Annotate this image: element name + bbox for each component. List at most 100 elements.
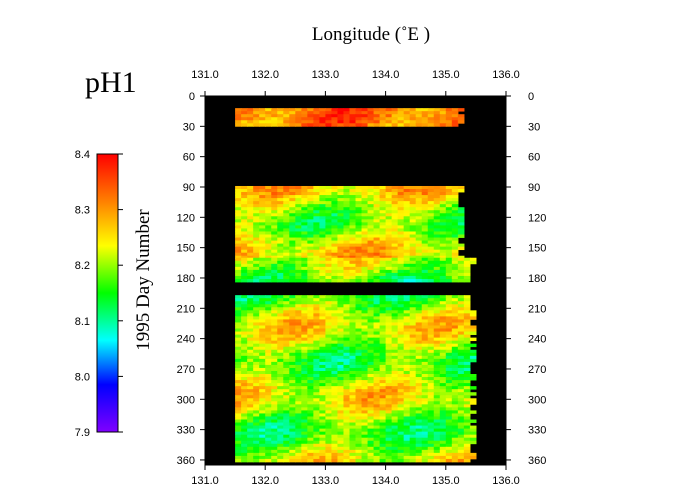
- heat-cell: [457, 316, 465, 320]
- heat-cell: [469, 431, 477, 436]
- heat-cell: [235, 189, 242, 193]
- heat-cell: [283, 407, 290, 411]
- heat-cell: [307, 213, 314, 217]
- heat-cell: [373, 108, 381, 112]
- heat-cell: [463, 413, 471, 417]
- heat-cell: [283, 260, 290, 265]
- heat-cell: [385, 334, 393, 339]
- heat-cell: [391, 416, 399, 420]
- heat-cell: [391, 207, 399, 211]
- heat-cell: [421, 213, 429, 217]
- heat-cell: [331, 216, 339, 220]
- heat-cell: [325, 266, 333, 271]
- heat-cell: [409, 416, 417, 420]
- heat-cell: [445, 386, 453, 390]
- heat-cell: [253, 123, 260, 127]
- x-tick-label-top: 135.0: [432, 69, 460, 81]
- heat-cell: [361, 413, 369, 417]
- heat-cell: [295, 398, 302, 402]
- heat-cell: [427, 361, 435, 366]
- heat-cell: [355, 252, 363, 257]
- y-tick-label-right: 300: [528, 394, 546, 406]
- heat-cell: [271, 240, 278, 244]
- heat-cell: [433, 410, 441, 414]
- heat-cell: [319, 304, 326, 308]
- heat-cell: [349, 352, 357, 357]
- heat-cell: [451, 419, 459, 423]
- heat-cell: [313, 404, 320, 408]
- heat-cell: [259, 185, 266, 190]
- heat-cell: [325, 377, 333, 381]
- heat-cell: [439, 395, 447, 399]
- heat-cell: [379, 210, 387, 214]
- heat-cell: [397, 449, 405, 454]
- heat-cell: [379, 295, 387, 299]
- heat-cell: [451, 440, 459, 445]
- heat-cell: [253, 358, 260, 363]
- heat-cell: [265, 407, 272, 411]
- heat-cell: [445, 346, 453, 351]
- heat-cell: [343, 340, 351, 345]
- heat-cell: [397, 272, 405, 277]
- heat-cell: [253, 301, 260, 305]
- heat-cell: [241, 219, 248, 223]
- heat-cell: [235, 446, 242, 451]
- heat-cell: [235, 380, 242, 384]
- heat-cell: [283, 263, 290, 268]
- heat-cell: [415, 185, 423, 190]
- heat-cell: [277, 380, 284, 384]
- heat-cell: [469, 310, 477, 314]
- heat-cell: [271, 370, 278, 375]
- heat-cell: [241, 249, 248, 254]
- heat-cell: [397, 246, 405, 251]
- heat-cell: [295, 334, 302, 339]
- heat-cell: [325, 275, 333, 280]
- heat-cell: [451, 316, 459, 320]
- heat-cell: [391, 322, 399, 326]
- heat-cell: [253, 240, 260, 244]
- heat-cell: [295, 452, 302, 457]
- heat-cell: [403, 355, 411, 360]
- heat-cell: [337, 266, 345, 271]
- heat-cell: [457, 243, 465, 248]
- heat-cell: [337, 216, 345, 220]
- heat-cell: [349, 443, 357, 448]
- heat-cell: [451, 111, 459, 115]
- heat-cell: [247, 255, 254, 260]
- heat-cell: [235, 358, 242, 363]
- heat-cell: [253, 325, 260, 329]
- heat-cell: [421, 263, 429, 268]
- heat-cell: [373, 434, 381, 439]
- heat-cell: [427, 234, 435, 238]
- heat-cell: [235, 431, 242, 436]
- heat-cell: [283, 204, 290, 208]
- heat-cell: [307, 219, 314, 223]
- heat-cell: [301, 355, 308, 360]
- heat-cell: [433, 275, 441, 280]
- heat-cell: [277, 269, 284, 274]
- heat-cell: [307, 455, 314, 460]
- heat-cell: [313, 452, 320, 457]
- heat-cell: [391, 204, 399, 208]
- heat-cell: [313, 374, 320, 378]
- heat-cell: [385, 240, 393, 244]
- heat-cell: [355, 395, 363, 399]
- heat-cell: [325, 428, 333, 433]
- heat-cell: [439, 389, 447, 393]
- heat-cell: [445, 455, 453, 460]
- heat-cell: [241, 377, 248, 381]
- heat-cell: [301, 123, 308, 127]
- heat-cell: [403, 413, 411, 417]
- heat-cell: [295, 228, 302, 232]
- heat-cell: [349, 185, 357, 190]
- heat-cell: [379, 443, 387, 448]
- heat-cell: [445, 213, 453, 217]
- heat-cell: [271, 263, 278, 268]
- heat-cell: [373, 275, 381, 280]
- heat-cell: [463, 364, 471, 369]
- heat-cell: [235, 413, 242, 417]
- heat-cell: [265, 410, 272, 414]
- heat-cell: [367, 278, 375, 283]
- heat-cell: [439, 249, 447, 254]
- heat-cell: [373, 325, 381, 329]
